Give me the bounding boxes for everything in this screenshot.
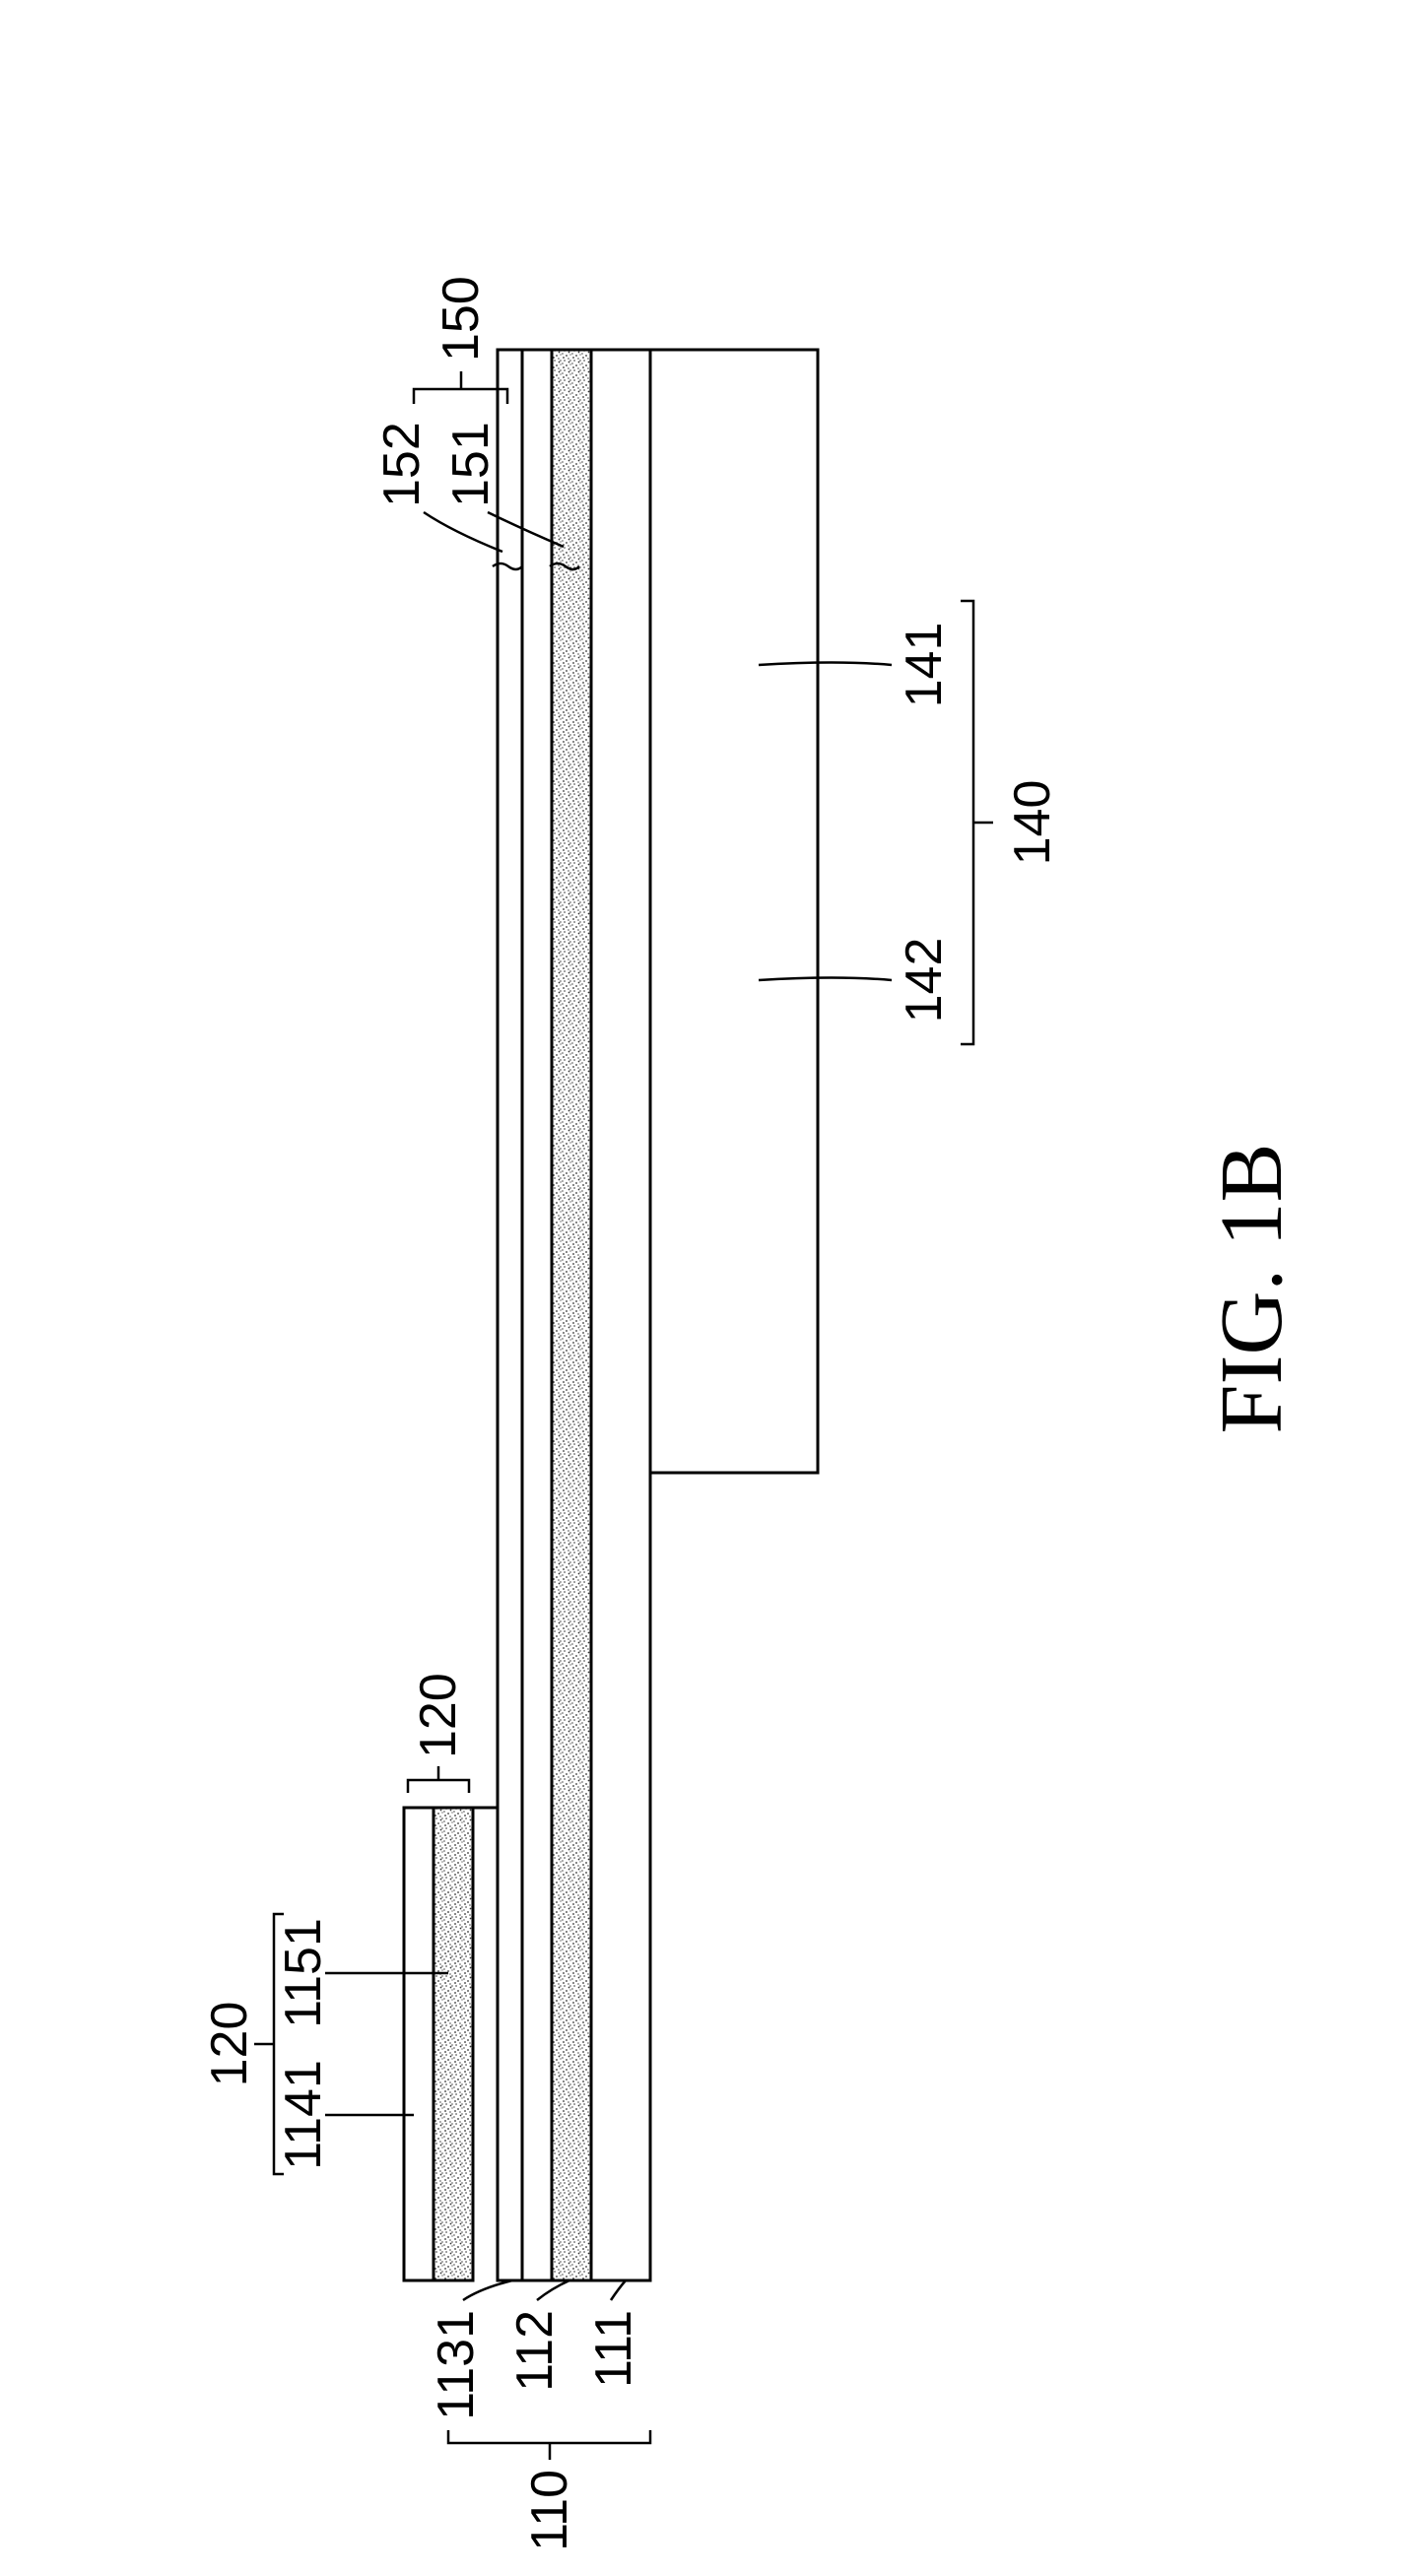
label-140: 140 (1004, 780, 1061, 866)
figure-page: 120 1141 1151 120 1131 112 111 110 152 1… (0, 0, 1403, 2576)
label-110: 110 (521, 2470, 578, 2551)
figure-svg: 120 1141 1151 120 1131 112 111 110 152 1… (0, 0, 1403, 2576)
label-1131: 1131 (428, 2310, 485, 2420)
annotations (254, 371, 993, 2460)
bracket-120-side (408, 1780, 469, 1793)
layer-1141 (404, 1808, 434, 2280)
label-1151: 1151 (275, 1918, 332, 2028)
layer-1131 (522, 350, 552, 2280)
label-141: 141 (896, 623, 953, 708)
labels: 120 1141 1151 120 1131 112 111 110 152 1… (201, 276, 1061, 2551)
leader-152 (424, 512, 502, 552)
leader-111 (611, 2280, 626, 2300)
label-152: 152 (373, 422, 431, 507)
label-142: 142 (896, 938, 953, 1024)
leader-141 (759, 663, 892, 666)
bracket-140 (961, 601, 973, 1044)
bracket-110 (448, 2430, 650, 2443)
leader-1131 (463, 2280, 512, 2300)
label-1141: 1141 (275, 2060, 332, 2170)
layer-111 (591, 350, 650, 2280)
layer-112 (552, 350, 591, 2280)
layer-1151 (434, 1808, 473, 2280)
label-150: 150 (433, 276, 490, 362)
label-112: 112 (506, 2310, 564, 2392)
label-111: 111 (585, 2310, 642, 2388)
label-120-top: 120 (201, 2002, 258, 2087)
label-151: 151 (442, 422, 500, 507)
cross-section (404, 350, 818, 2280)
leader-142 (759, 978, 892, 981)
label-120-side: 120 (410, 1673, 467, 1758)
leader-112 (537, 2280, 569, 2300)
layer-140 (650, 350, 818, 1473)
figure-label: FIG. 1B (1203, 1143, 1301, 1433)
bracket-150 (414, 389, 507, 404)
layer-152 (498, 350, 522, 2280)
